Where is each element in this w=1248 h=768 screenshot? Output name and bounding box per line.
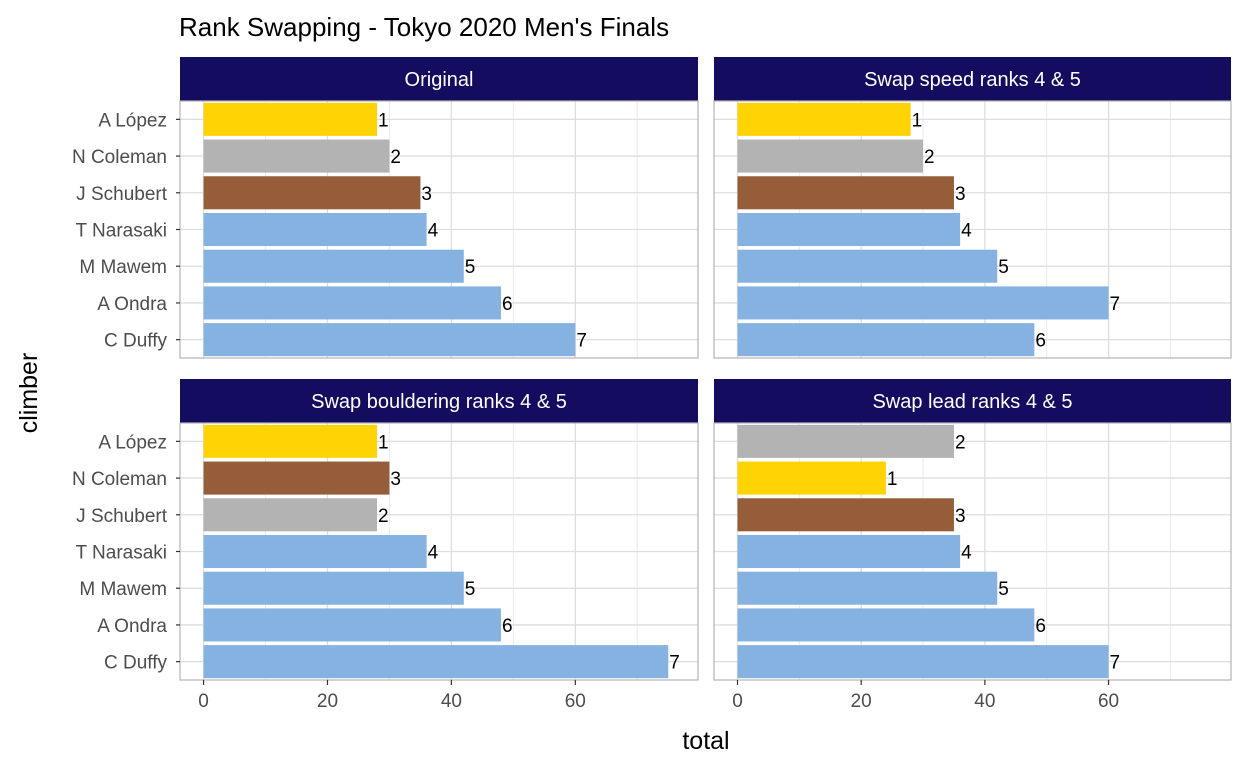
bar [203,176,421,210]
bar-rank-label: 6 [502,616,513,637]
bar [737,286,1109,320]
y-tick-label: N Coleman [72,147,167,168]
x-tick-label: 40 [441,691,462,712]
bar-rank-label: 2 [378,506,389,527]
y-tick-label: M Mawem [79,579,167,600]
bar-rank-label: 6 [1035,331,1046,352]
bar-rank-label: 3 [955,184,966,205]
facet-panel: Swap lead ranks 4 & 5 2 1 3 4 5 6 7 0 20 40 60 [713,379,1232,712]
bar [737,498,954,532]
bar [203,249,464,283]
bar-rank-label: 3 [955,506,966,527]
y-tick-label: A Ondra [97,294,167,315]
y-tick-label: J Schubert [76,184,168,205]
bar [203,608,501,642]
facet-strip-label: Swap lead ranks 4 & 5 [872,391,1072,413]
bar [203,424,378,458]
y-tick-label: N Coleman [72,469,167,490]
facet-panel: Swap speed ranks 4 & 5 123 4 5 7 6 [713,57,1232,359]
facet-strip [714,57,1231,101]
y-tick-label: A López [98,110,167,131]
panel-border [713,100,1232,359]
bar [203,571,464,605]
y-tick-label: C Duffy [104,653,168,674]
bar-rank-label: 4 [428,543,439,564]
bar [737,424,954,458]
bar [203,461,390,495]
x-tick-label: 40 [974,691,995,712]
bar-rank-label: 2 [955,432,966,453]
bar-rank-label: 3 [421,184,432,205]
x-tick-label: 0 [198,691,209,712]
bar-rank-label: 1 [378,110,389,131]
bar-rank-label: 5 [998,579,1009,600]
bar [737,608,1035,642]
bar [737,176,954,210]
facet-strip [714,379,1231,423]
y-tick-label: T Narasaki [75,221,167,242]
bar-rank-label: 3 [390,469,401,490]
bar [737,139,924,173]
bar [737,461,886,495]
bar [203,286,501,320]
bar-rank-label: 1 [912,110,923,131]
bar-rank-label: 4 [961,221,972,242]
y-tick-label: M Mawem [79,257,167,278]
bar-rank-label: 6 [502,294,513,315]
y-tick-label: A Ondra [97,616,167,637]
facet-panel: Original 123 4 5 6 7 A López N Coleman J Schuber… [72,57,699,359]
bar [737,571,998,605]
bar [737,645,1109,679]
bar [737,249,998,283]
facet-strip [180,57,698,101]
facet-strip [180,379,698,423]
bar [737,323,1035,357]
bar-rank-label: 2 [924,147,935,168]
y-tick-label: J Schubert [76,506,168,527]
bar-rank-label: 7 [1110,653,1121,674]
bar [737,212,961,247]
y-tick-label: C Duffy [104,331,168,352]
bar-rank-label: 6 [1035,616,1046,637]
chart-title: Rank Swapping - Tokyo 2020 Men's Finals [179,12,669,42]
facet-strip-label: Original [405,69,474,91]
x-tick-label: 20 [317,691,338,712]
bar-rank-label: 7 [576,331,587,352]
y-tick-label: A López [98,432,167,453]
x-axis-title: total [682,727,729,755]
bar [203,212,427,247]
bar [203,534,427,569]
x-tick-label: 60 [565,691,586,712]
y-tick-label: T Narasaki [75,543,167,564]
x-tick-label: 20 [851,691,872,712]
bar-rank-label: 1 [378,432,389,453]
facet-strip-label: Swap speed ranks 4 & 5 [864,69,1081,91]
bar [203,498,378,532]
bar-rank-label: 1 [887,469,898,490]
bar [203,102,378,136]
bar-rank-label: 5 [998,257,1009,278]
bar [203,645,669,679]
x-tick-label: 0 [732,691,743,712]
y-axis-title: climber [15,353,43,434]
panel-border [713,422,1232,681]
bar-rank-label: 4 [961,543,972,564]
bar-rank-label: 4 [428,221,439,242]
facet-panel: Swap bouldering ranks 4 & 5 132 4 5 6 7 A Lópe… [72,379,699,712]
facet-strip-label: Swap bouldering ranks 4 & 5 [311,391,567,413]
bar [203,139,390,173]
bar [203,323,576,357]
bar-rank-label: 5 [465,257,476,278]
bar-rank-label: 5 [465,579,476,600]
bar [737,534,961,569]
bar-rank-label: 2 [390,147,401,168]
bar-rank-label: 7 [1110,294,1121,315]
bar [737,102,911,136]
bar-rank-label: 7 [669,653,680,674]
x-tick-label: 60 [1098,691,1119,712]
